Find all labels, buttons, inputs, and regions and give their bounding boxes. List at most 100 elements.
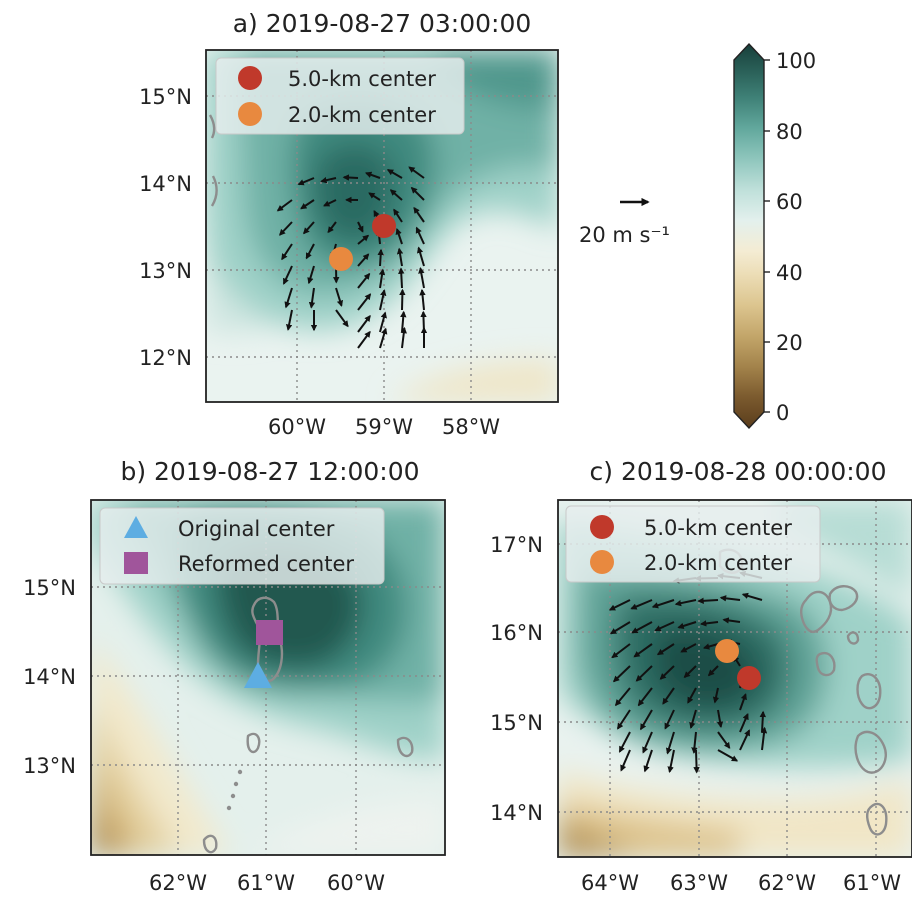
wind-vector — [364, 171, 381, 179]
panel-c-lat-ticks: 17°N 16°N 15°N 14°N — [490, 533, 543, 825]
panel-a-title: a) 2019-08-27 03:00:00 — [233, 9, 532, 38]
panel-c-lon-ticks: 64°W 63°W 62°W 61°W — [581, 871, 901, 895]
lon-tick: 62°W — [758, 871, 816, 895]
wind-vector — [400, 326, 407, 349]
wind-vectors-a — [276, 166, 428, 349]
wind-vector — [305, 243, 315, 260]
wind-vector — [608, 599, 631, 611]
wind-vector — [659, 665, 675, 680]
wind-vector — [691, 731, 698, 754]
wind-vector — [620, 749, 631, 772]
wind-vector — [631, 621, 653, 634]
legend-marker-triangle — [124, 516, 148, 538]
lat-tick: 15°N — [23, 576, 76, 600]
wind-vector — [335, 287, 344, 307]
wind-vector — [667, 749, 675, 774]
wind-vector — [739, 713, 749, 733]
wind-vector — [654, 621, 675, 632]
wind-vector — [297, 177, 315, 186]
wind-vector — [719, 595, 741, 602]
legend-marker-2km — [238, 102, 262, 126]
wind-vector — [410, 186, 425, 201]
wind-vector — [323, 199, 337, 207]
wind-vector — [616, 709, 631, 730]
panel-a-lon-ticks: 60°W 59°W 58°W — [268, 415, 500, 439]
wind-vector — [368, 192, 381, 201]
wind-vector — [722, 617, 741, 624]
wind-vector — [700, 620, 719, 627]
legend-marker-5km — [238, 66, 262, 90]
lat-tick: 14°N — [139, 172, 192, 196]
lon-tick: 60°W — [268, 415, 326, 439]
lat-tick: 16°N — [490, 621, 543, 645]
panel-b-lat-ticks: 15°N 14°N 13°N — [23, 576, 76, 778]
wind-vector — [357, 234, 370, 245]
lat-tick: 12°N — [139, 346, 192, 370]
colorbar-tick: 80 — [776, 120, 803, 144]
wind-vector — [284, 287, 293, 309]
wind-vector — [642, 731, 653, 754]
lon-tick: 61°W — [237, 871, 295, 895]
wind-vector — [416, 246, 425, 267]
wind-vector — [689, 709, 697, 729]
scale-arrow: 20 m s⁻¹ — [579, 197, 670, 247]
wind-vector — [379, 311, 387, 333]
lat-tick: 14°N — [490, 801, 543, 825]
original-center-marker — [244, 662, 272, 688]
wind-vector — [609, 621, 631, 635]
wind-vector — [413, 206, 425, 223]
wind-vector — [357, 221, 364, 233]
wind-vector — [662, 687, 675, 705]
wind-vector — [674, 599, 697, 607]
wind-vector — [611, 643, 631, 659]
wind-vector — [677, 621, 697, 630]
reformed-center-marker — [256, 620, 283, 645]
wind-vector — [285, 309, 293, 331]
colorbar-tick: 0 — [776, 401, 789, 425]
legend-label: Reformed center — [178, 552, 354, 576]
wind-vector — [612, 665, 631, 683]
center-5km-marker — [737, 666, 761, 690]
wind-vector — [342, 174, 359, 181]
wind-vector — [386, 169, 403, 179]
center-5km-marker — [372, 214, 396, 238]
legend-label: 2.0-km center — [644, 551, 792, 575]
wind-vector — [693, 749, 700, 774]
wind-vector — [651, 599, 675, 609]
wind-vector — [335, 309, 349, 328]
wind-vector — [618, 731, 631, 753]
wind-vector — [282, 265, 293, 285]
lat-tick: 13°N — [23, 754, 76, 778]
colorbar: 100 80 60 40 20 0 — [733, 42, 816, 430]
wind-vector — [408, 166, 425, 179]
wind-vector — [739, 729, 751, 751]
wind-vector — [357, 330, 371, 349]
lon-tick: 64°W — [581, 871, 639, 895]
wind-vector — [687, 687, 697, 704]
wind-vector — [281, 243, 293, 261]
wind-vector — [320, 177, 337, 184]
colorbar-tick: 40 — [776, 261, 803, 285]
lon-tick: 59°W — [355, 415, 413, 439]
panel-b-legend: Original center Reformed center — [99, 507, 385, 585]
lat-tick: 15°N — [139, 85, 192, 109]
wind-vector — [665, 731, 675, 755]
wind-vector — [300, 199, 315, 210]
lon-tick: 60°W — [327, 871, 385, 895]
wind-vector — [683, 665, 697, 678]
wind-vector — [398, 267, 405, 289]
lon-tick: 61°W — [843, 871, 901, 895]
wind-vector — [379, 289, 387, 311]
legend-marker-square — [124, 552, 148, 574]
colorbar-tick: 60 — [776, 190, 803, 214]
center-2km-marker — [329, 247, 353, 271]
wind-vector — [279, 221, 293, 236]
wind-vector — [697, 597, 719, 605]
panel-b-title: b) 2019-08-27 12:00:00 — [120, 457, 419, 486]
legend-label: 5.0-km center — [644, 516, 792, 540]
wind-vector — [395, 227, 403, 245]
center-2km-marker — [715, 639, 739, 663]
lon-tick: 58°W — [442, 415, 500, 439]
panel-c-legend: 5.0-km center 2.0-km center — [565, 505, 821, 583]
wind-vector — [393, 208, 403, 223]
